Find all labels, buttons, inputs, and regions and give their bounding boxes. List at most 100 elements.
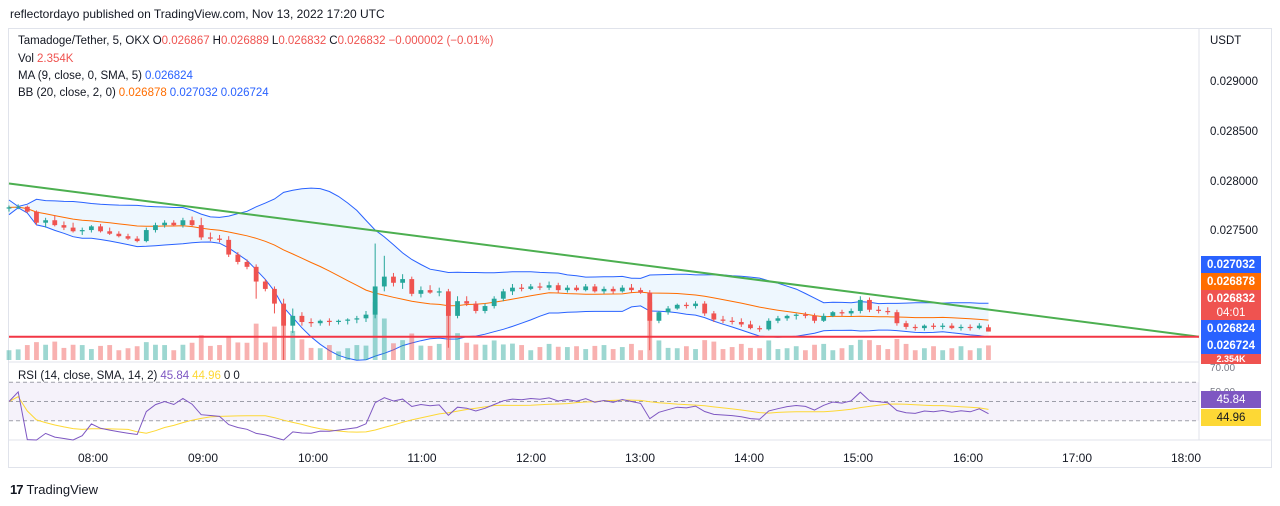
vol-legend[interactable]: Vol 2.354K [18, 53, 76, 65]
time-tick: 13:00 [624, 451, 656, 465]
volume-bar [162, 345, 168, 360]
h-value: 0.026889 [220, 35, 269, 47]
volume-bar [958, 346, 964, 360]
volume-bar [345, 348, 351, 360]
volume-bar [107, 345, 113, 360]
candle-body [738, 321, 744, 325]
candle-body [445, 291, 451, 316]
candle-body [757, 328, 763, 330]
volume-bar [711, 341, 717, 360]
bb-legend[interactable]: BB (20, close, 2, 0) 0.026878 0.027032 0.02… [18, 87, 272, 99]
bb-label: BB (20, close, 2, 0) [18, 87, 116, 99]
symbol-label[interactable]: Tamadoge/Tether, 5, OKX [18, 35, 150, 47]
candle-body [427, 290, 433, 293]
candle-body [189, 220, 195, 226]
candle-body [876, 309, 882, 311]
volume-bar [867, 340, 872, 360]
candle-body [711, 313, 717, 320]
candle-body [638, 290, 644, 293]
candle-body [729, 320, 735, 322]
candle-body [153, 225, 158, 231]
volume-bar [949, 348, 955, 360]
volume-bar [720, 349, 726, 360]
candle-body [510, 287, 515, 292]
volume-bar [674, 348, 680, 360]
candle-body [967, 326, 973, 329]
volume-bar [464, 342, 470, 360]
volume-bar [226, 336, 232, 360]
volume-bar [336, 351, 341, 360]
volume-bar [52, 341, 58, 360]
candle-body [455, 301, 460, 316]
ma-value: 0.026824 [144, 70, 193, 82]
candle-body [564, 287, 570, 291]
time-tick: 18:00 [1170, 451, 1202, 465]
candle-body [647, 292, 653, 321]
candle-body [921, 325, 927, 329]
volume-bar [564, 347, 570, 360]
volume-bar [729, 347, 735, 360]
candle-body [519, 287, 525, 289]
candle-body [107, 231, 113, 234]
volume-bar [601, 345, 607, 360]
volume-bar [455, 333, 460, 360]
volume-bar [354, 345, 360, 360]
volume-bar [61, 347, 67, 360]
candle-body [931, 325, 936, 327]
publisher-line: reflectordayo published on TradingView.c… [10, 7, 385, 21]
candle-body [693, 303, 698, 307]
volume-bar [482, 344, 488, 360]
candle-body [546, 285, 552, 288]
candle-body [986, 327, 991, 332]
rsi-value: 45.84 [160, 370, 190, 382]
volume-bar [98, 345, 103, 360]
volume-bar [143, 342, 149, 360]
volume-bar [116, 350, 122, 360]
volume-bar [619, 347, 625, 360]
candle-body [244, 261, 250, 267]
volume-bar [693, 349, 698, 360]
candle-body [171, 222, 177, 226]
volume-bar [317, 348, 323, 360]
volume-bar [79, 345, 85, 360]
volume-bar [921, 348, 927, 360]
candle-body [125, 236, 131, 239]
volume-bar [583, 349, 589, 360]
volume-bar [802, 350, 808, 360]
footer[interactable]: 17 TradingView [10, 482, 98, 497]
rsi-legend[interactable]: RSI (14, close, SMA, 14, 2) 45.84 44.96 0 0 [18, 370, 243, 382]
candle-body [235, 254, 241, 262]
vol-label: Vol [18, 53, 34, 65]
candle-body [720, 319, 726, 321]
candle-body [766, 320, 772, 330]
volume-bar [436, 343, 442, 360]
volume-bar [326, 345, 332, 360]
volume-bar [848, 345, 854, 360]
candle-body [867, 299, 872, 310]
ma-legend[interactable]: MA (9, close, 0, SMA, 5) 0.026824 [18, 70, 196, 82]
volume-bar [244, 342, 250, 360]
volume-bar [409, 333, 415, 360]
candle-body [619, 287, 625, 292]
candle-body [134, 238, 140, 242]
volume-bar [857, 339, 863, 360]
volume-bar [592, 345, 598, 360]
volume-bar [6, 350, 12, 360]
candle-body [79, 230, 85, 232]
candle-body [363, 314, 369, 319]
bb-upper-line [8, 187, 989, 305]
volume-bar [967, 350, 973, 360]
volume-bar [885, 349, 891, 360]
o-value: 0.026867 [161, 35, 210, 47]
volume-bar [272, 326, 277, 360]
time-tick: 16:00 [952, 451, 984, 465]
volume-bar [308, 347, 314, 360]
candle-body [43, 220, 49, 223]
candle-body [253, 266, 259, 282]
volume-bar [986, 345, 991, 360]
time-tick: 12:00 [515, 451, 547, 465]
candle-body [6, 207, 12, 209]
time-tick: 10:00 [297, 451, 329, 465]
ohlc-legend: Tamadoge/Tether, 5, OKX O0.026867 H0.02688… [18, 35, 496, 47]
